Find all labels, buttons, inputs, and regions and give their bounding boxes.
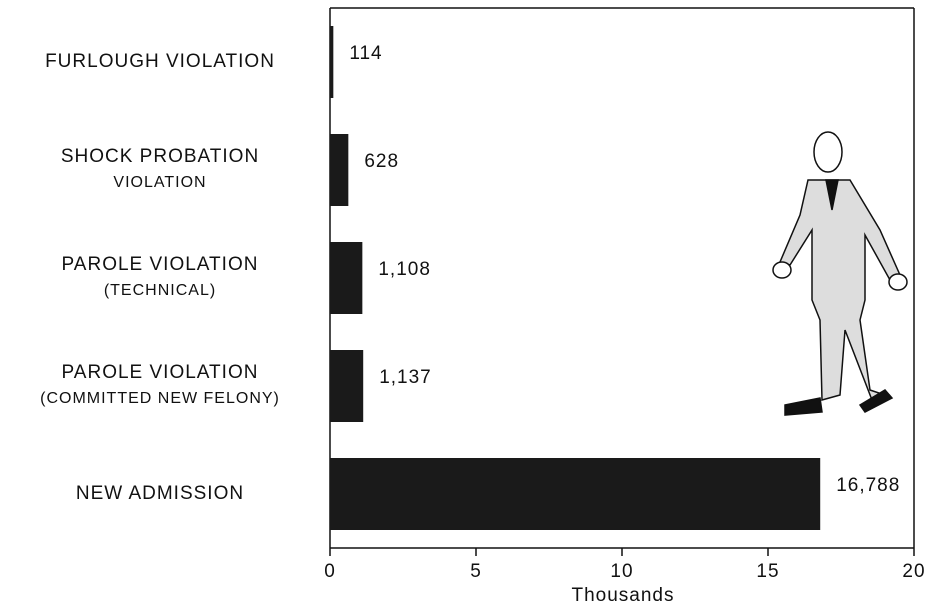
walking-man xyxy=(772,131,908,416)
x-axis-label: Thousands xyxy=(571,585,674,606)
y-tick-label-line: VIOLATION xyxy=(113,174,206,191)
y-tick-label: PAROLE VIOLATION (COMMITTED NEW FELONY) xyxy=(40,362,280,407)
y-tick-label-line: PAROLE VIOLATION xyxy=(62,362,259,383)
y-tick-label: SHOCK PROBATION VIOLATION xyxy=(61,146,259,191)
x-tick-label: 0 xyxy=(324,561,336,582)
bar xyxy=(330,350,364,422)
y-tick-label: FURLOUGH VIOLATION xyxy=(45,51,275,72)
x-tick-label: 20 xyxy=(902,561,925,582)
y-tick-label-line: NEW ADMISSION xyxy=(76,483,244,504)
y-tick-label-line: FURLOUGH VIOLATION xyxy=(45,51,275,72)
bar xyxy=(330,458,821,530)
y-tick-label-line: SHOCK PROBATION xyxy=(61,146,259,167)
y-tick-label-line: (TECHNICAL) xyxy=(104,282,216,299)
y-tick-label: PAROLE VIOLATION (TECHNICAL) xyxy=(62,254,259,299)
value-label: 1,108 xyxy=(378,259,431,280)
y-tick-label: NEW ADMISSION xyxy=(76,483,244,504)
bar xyxy=(330,134,349,206)
value-label: 1,137 xyxy=(379,367,432,388)
x-tick-label: 15 xyxy=(756,561,779,582)
value-label: 628 xyxy=(364,151,399,172)
y-tick-label-line: PAROLE VIOLATION xyxy=(62,254,259,275)
bar xyxy=(330,242,363,314)
y-tick-label-line: (COMMITTED NEW FELONY) xyxy=(40,390,280,407)
value-label: 16,788 xyxy=(836,475,900,496)
value-label: 114 xyxy=(349,43,382,64)
bar xyxy=(330,26,334,98)
x-tick-label: 5 xyxy=(470,561,482,582)
x-tick-label: 10 xyxy=(610,561,633,582)
